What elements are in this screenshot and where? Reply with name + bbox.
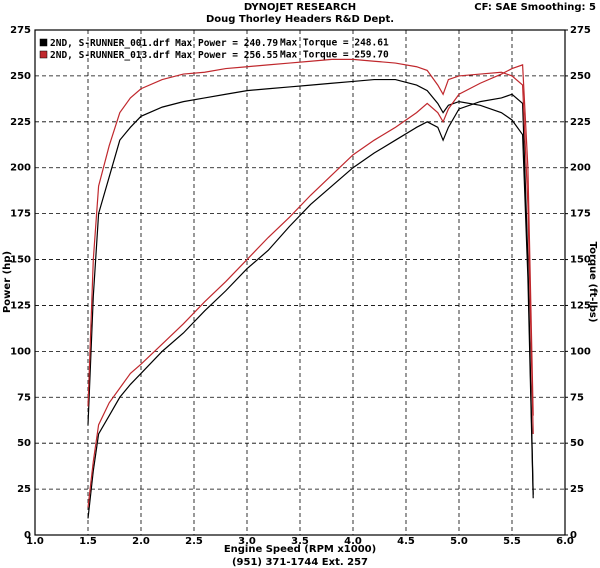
y-axis-label: Power (hp) xyxy=(2,251,13,313)
legend-max-power: Max Power = 256.55 xyxy=(175,50,278,61)
legend-entry: 2ND, S-RUNNER_001.drf Max Power = 240.79 xyxy=(50,38,278,49)
y-tick-label: 100 xyxy=(10,346,31,357)
torque-line xyxy=(87,78,534,499)
y-tick-label: 150 xyxy=(10,255,31,266)
y-tick-label: 275 xyxy=(10,25,31,36)
chart-subtitle: Doug Thorley Headers R&D Dept. xyxy=(206,14,394,25)
y-tick-label: 125 xyxy=(10,300,31,311)
torque-line xyxy=(87,58,534,435)
y2-tick-label: 225 xyxy=(570,117,591,128)
y-tick-label: 0 xyxy=(24,530,31,541)
x-tick-label: 4.0 xyxy=(344,536,362,547)
power-line xyxy=(87,93,534,519)
power-line xyxy=(87,64,534,508)
y2-tick-label: 50 xyxy=(570,438,584,449)
y-tick-label: 175 xyxy=(10,209,31,220)
legend-entry: 2ND, S-RUNNER_013.drf Max Power = 256.55 xyxy=(50,50,278,61)
y2-tick-label: 175 xyxy=(570,209,591,220)
x-tick-label: 2.5 xyxy=(185,536,203,547)
x-tick-label: 3.0 xyxy=(238,536,256,547)
x-tick-label: 5.5 xyxy=(503,536,521,547)
legend-swatch xyxy=(39,38,48,47)
x-tick-label: 2.0 xyxy=(132,536,150,547)
y-tick-label: 75 xyxy=(17,392,31,403)
y2-tick-label: 250 xyxy=(570,71,591,82)
y2-tick-label: 150 xyxy=(570,255,591,266)
legend-name: 2ND, S-RUNNER_013.drf xyxy=(50,50,170,61)
y2-axis-label: Torque (ft-lbs) xyxy=(587,242,598,323)
x-tick-label: 3.5 xyxy=(291,536,309,547)
legend-max-torque: Max Torque = 259.70 xyxy=(280,50,389,61)
x-tick-label: 4.5 xyxy=(397,536,415,547)
y2-tick-label: 25 xyxy=(570,484,584,495)
legend-max-power: Max Power = 240.79 xyxy=(175,38,278,49)
chart-title: DYNOJET RESEARCH xyxy=(244,2,356,13)
y2-tick-label: 0 xyxy=(570,530,577,541)
x-axis-label: Engine Speed (RPM x1000) xyxy=(224,544,376,555)
settings-text: CF: SAE Smoothing: 5 xyxy=(474,2,596,13)
x-tick-label: 1.0 xyxy=(26,536,44,547)
x-tick-label: 6.0 xyxy=(556,536,574,547)
y-tick-label: 250 xyxy=(10,71,31,82)
y2-tick-label: 200 xyxy=(570,163,591,174)
y2-tick-label: 100 xyxy=(570,346,591,357)
x-tick-label: 1.5 xyxy=(79,536,97,547)
y2-tick-label: 125 xyxy=(570,300,591,311)
y-tick-label: 200 xyxy=(10,163,31,174)
legend-swatch xyxy=(39,50,48,59)
y2-tick-label: 75 xyxy=(570,392,584,403)
x-tick-label: 5.0 xyxy=(450,536,468,547)
footer: (951) 371-1744 Ext. 257 xyxy=(232,557,368,568)
y-tick-label: 50 xyxy=(17,438,31,449)
y-tick-label: 25 xyxy=(17,484,31,495)
legend-max-torque: Max Torque = 248.61 xyxy=(280,38,389,49)
y-tick-label: 225 xyxy=(10,117,31,128)
legend-name: 2ND, S-RUNNER_001.drf xyxy=(50,38,170,49)
y2-tick-label: 275 xyxy=(570,25,591,36)
